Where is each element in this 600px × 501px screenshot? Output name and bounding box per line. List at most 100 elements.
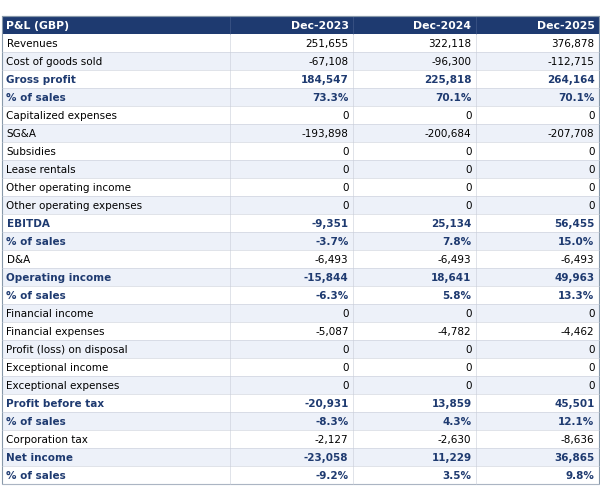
Text: 0: 0	[342, 362, 349, 372]
Text: Dec-2025: Dec-2025	[536, 21, 595, 31]
Text: -5,087: -5,087	[315, 326, 349, 336]
Text: -193,898: -193,898	[302, 129, 349, 139]
Bar	[1, 430, 599, 448]
Text: -9.2%: -9.2%	[316, 470, 349, 480]
Text: -2,127: -2,127	[315, 434, 349, 444]
Text: -6,493: -6,493	[315, 255, 349, 265]
Text: 251,655: 251,655	[305, 39, 349, 49]
Text: -6,493: -6,493	[438, 255, 472, 265]
Text: -2,630: -2,630	[438, 434, 472, 444]
Text: -8.3%: -8.3%	[315, 416, 349, 426]
Text: -4,782: -4,782	[438, 326, 472, 336]
Text: Profit (loss) on disposal: Profit (loss) on disposal	[7, 344, 128, 354]
Text: 56,455: 56,455	[554, 218, 595, 228]
Bar	[1, 340, 599, 358]
Text: 12.1%: 12.1%	[558, 416, 595, 426]
Text: Other operating income: Other operating income	[7, 183, 131, 192]
Text: 49,963: 49,963	[554, 273, 595, 283]
Text: Other operating expenses: Other operating expenses	[7, 200, 143, 210]
Text: 0: 0	[465, 147, 472, 157]
Text: 0: 0	[465, 111, 472, 121]
Bar	[1, 394, 599, 412]
Text: 18,641: 18,641	[431, 273, 472, 283]
Text: 264,164: 264,164	[547, 75, 595, 85]
Bar	[1, 250, 599, 269]
Text: 0: 0	[465, 200, 472, 210]
Bar	[1, 196, 599, 214]
Text: 184,547: 184,547	[301, 75, 349, 85]
Text: % of sales: % of sales	[7, 291, 66, 301]
Text: D&A: D&A	[7, 255, 30, 265]
Text: Net income: Net income	[7, 452, 74, 462]
Text: 0: 0	[588, 309, 595, 318]
Bar	[1, 35, 599, 53]
Text: 11,229: 11,229	[431, 452, 472, 462]
Bar	[1, 161, 599, 179]
Text: 0: 0	[588, 200, 595, 210]
Bar	[1, 143, 599, 161]
Text: 0: 0	[342, 344, 349, 354]
Text: 0: 0	[465, 344, 472, 354]
Bar	[1, 179, 599, 196]
Text: 0: 0	[342, 111, 349, 121]
Text: Financial expenses: Financial expenses	[7, 326, 105, 336]
Text: 0: 0	[342, 380, 349, 390]
Bar	[1, 214, 599, 232]
Text: % of sales: % of sales	[7, 93, 66, 103]
Bar	[1, 269, 599, 287]
Text: Exceptional expenses: Exceptional expenses	[7, 380, 120, 390]
Text: -3.7%: -3.7%	[315, 236, 349, 246]
Text: -23,058: -23,058	[304, 452, 349, 462]
Text: 225,818: 225,818	[424, 75, 472, 85]
Text: Revenues: Revenues	[7, 39, 57, 49]
Text: 3.5%: 3.5%	[443, 470, 472, 480]
Text: 13.3%: 13.3%	[558, 291, 595, 301]
Text: 36,865: 36,865	[554, 452, 595, 462]
Text: 376,878: 376,878	[551, 39, 595, 49]
Text: Cost of goods sold: Cost of goods sold	[7, 57, 103, 67]
Text: -96,300: -96,300	[431, 57, 472, 67]
Text: 0: 0	[342, 165, 349, 175]
Text: -112,715: -112,715	[548, 57, 595, 67]
Bar	[1, 107, 599, 125]
Text: Subsidies: Subsidies	[7, 147, 56, 157]
Text: Operating income: Operating income	[7, 273, 112, 283]
Text: Financial income: Financial income	[7, 309, 94, 318]
Text: P&L (GBP): P&L (GBP)	[7, 21, 70, 31]
Bar	[1, 125, 599, 143]
Text: 15.0%: 15.0%	[558, 236, 595, 246]
Text: 0: 0	[465, 309, 472, 318]
Text: Dec-2024: Dec-2024	[413, 21, 472, 31]
Text: 0: 0	[342, 183, 349, 192]
Text: -4,462: -4,462	[561, 326, 595, 336]
Text: -20,931: -20,931	[304, 398, 349, 408]
Text: 322,118: 322,118	[428, 39, 472, 49]
Text: SG&A: SG&A	[7, 129, 37, 139]
Text: Corporation tax: Corporation tax	[7, 434, 88, 444]
Bar	[1, 53, 599, 71]
Text: Gross profit: Gross profit	[7, 75, 76, 85]
Text: Profit before tax: Profit before tax	[7, 398, 104, 408]
Text: 25,134: 25,134	[431, 218, 472, 228]
Text: Dec-2023: Dec-2023	[290, 21, 349, 31]
Text: 0: 0	[465, 165, 472, 175]
Text: 0: 0	[588, 147, 595, 157]
Text: % of sales: % of sales	[7, 416, 66, 426]
Text: -6,493: -6,493	[561, 255, 595, 265]
Bar	[1, 466, 599, 484]
Text: 0: 0	[588, 183, 595, 192]
Text: 0: 0	[342, 200, 349, 210]
Text: 0: 0	[588, 380, 595, 390]
Text: 0: 0	[588, 344, 595, 354]
Text: 0: 0	[588, 111, 595, 121]
Bar	[1, 287, 599, 305]
Text: 70.1%: 70.1%	[558, 93, 595, 103]
Text: -9,351: -9,351	[311, 218, 349, 228]
Text: 4.3%: 4.3%	[442, 416, 472, 426]
Text: Capitalized expenses: Capitalized expenses	[7, 111, 118, 121]
Text: 0: 0	[342, 309, 349, 318]
Text: 5.8%: 5.8%	[443, 291, 472, 301]
Text: 0: 0	[465, 380, 472, 390]
Text: 45,501: 45,501	[554, 398, 595, 408]
Text: % of sales: % of sales	[7, 236, 66, 246]
